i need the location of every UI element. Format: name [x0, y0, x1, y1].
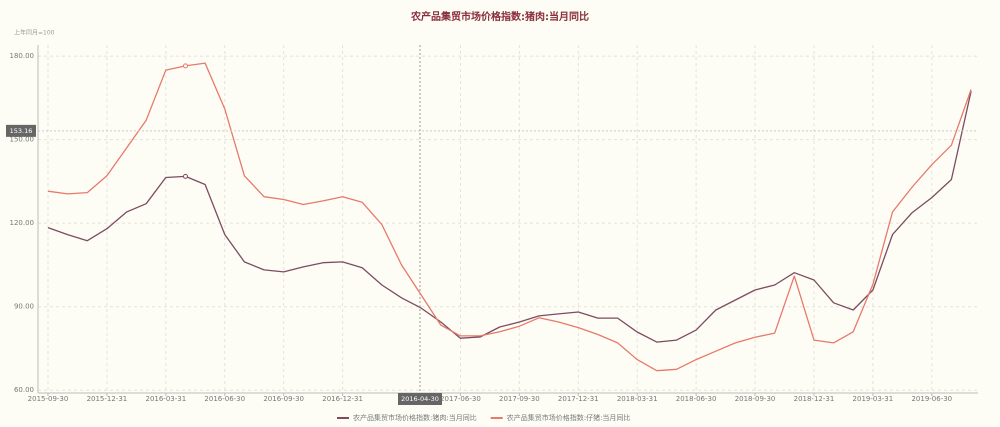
- y-tick-label: 60.00: [14, 386, 34, 394]
- x-tick-label: 2015-09-30: [28, 395, 69, 403]
- pointer-y-label: 153.16: [10, 127, 33, 135]
- hover-marker: [182, 173, 188, 179]
- x-tick-label: 2017-12-31: [558, 395, 599, 403]
- x-tick-label: 2018-03-31: [617, 395, 658, 403]
- pointer-x-label: 2016-04-30: [401, 395, 439, 403]
- pointer-x-box: [398, 393, 442, 405]
- subtitle: 上年同月=100: [14, 29, 55, 37]
- x-tick-label: 2018-09-30: [735, 395, 776, 403]
- chart-title: 农产品集贸市场价格指数:猪肉:当月同比: [410, 10, 589, 23]
- x-tick-label: 2015-12-31: [87, 395, 128, 403]
- x-tick-label: 2016-09-30: [263, 395, 304, 403]
- x-tick-label: 2016-06-30: [204, 395, 245, 403]
- series-line: [47, 91, 972, 343]
- x-tick-label: 2017-09-30: [499, 395, 540, 403]
- x-tick-label: 2019-03-31: [853, 395, 894, 403]
- x-tick-label: 2017-06-30: [440, 395, 481, 403]
- pointer-y-box: [6, 124, 36, 137]
- y-tick-label: 150.00: [10, 136, 35, 144]
- y-tick-label: 180.00: [10, 52, 35, 60]
- legend-label: 农产品集贸市场价格指数:猪肉:当月同比: [353, 413, 477, 422]
- x-tick-label: 2018-12-31: [794, 395, 835, 403]
- series-line: [47, 62, 972, 372]
- legend-label: 农产品集贸市场价格指数:仔猪:当月同比: [507, 413, 631, 422]
- y-tick-label: 90.00: [14, 303, 34, 311]
- x-tick-label: 2016-12-31: [322, 395, 363, 403]
- x-tick-label: 2016-03-31: [145, 395, 186, 403]
- y-tick-label: 120.00: [10, 219, 35, 227]
- hover-marker: [182, 63, 188, 69]
- x-tick-label: 2018-06-30: [676, 395, 717, 403]
- x-tick-label: 2019-06-30: [911, 395, 952, 403]
